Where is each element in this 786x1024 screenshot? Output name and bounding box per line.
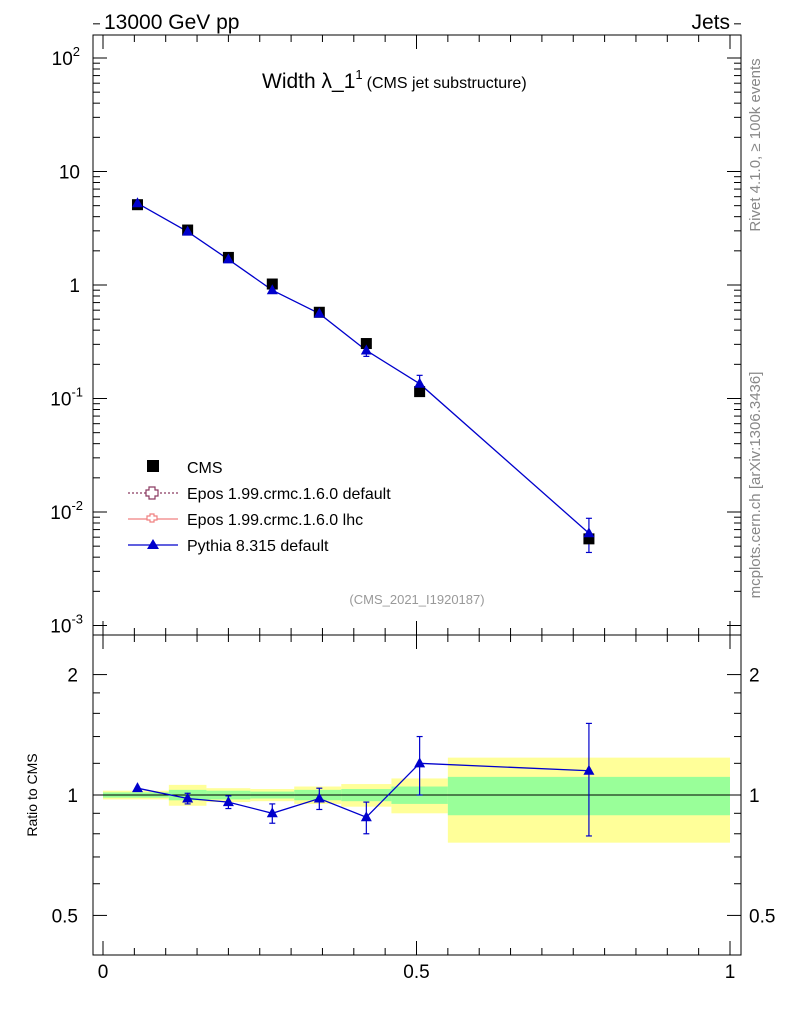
pythia-data-point: [313, 307, 325, 318]
ratio-pythia-point: [360, 811, 372, 822]
title-suffix: (CMS jet substructure): [367, 75, 527, 92]
ratio-y-tick-label-left: 2: [67, 666, 78, 687]
legend-epos-default-label: Epos 1.99.crmc.1.6.0 default: [187, 486, 391, 503]
ratio-y-tick-label-right: 2: [749, 666, 760, 687]
pythia-data-point: [266, 284, 278, 295]
legend-cms-label: CMS: [187, 460, 223, 477]
pythia-data-point: [182, 225, 194, 236]
pythia-data-point: [414, 377, 426, 388]
pythia-data-point: [360, 344, 372, 355]
ratio-bands: [103, 757, 730, 843]
main-series-layer: [131, 197, 595, 554]
legend-pythia-label: Pythia 8.315 default: [187, 538, 329, 555]
ratio-y-tick-label-right: 1: [749, 786, 760, 807]
main-y-tick-label: 10-1: [50, 385, 83, 411]
legend-cms-marker: [147, 460, 159, 472]
ratio-x-tick-label: 0.5: [403, 962, 429, 983]
pythia-line: [137, 202, 590, 534]
legend-epos-lhc-label: Epos 1.99.crmc.1.6.0 lhc: [187, 512, 363, 529]
ratio-y-label: Ratio to CMS: [24, 753, 40, 836]
ratio-pythia-point: [266, 807, 278, 818]
ratio-pythia-point: [313, 792, 325, 803]
ratio-pythia-line: [137, 762, 589, 818]
main-y-tick-label: 102: [52, 44, 80, 70]
ratio-pythia-point: [414, 757, 426, 768]
main-title: Width λ_11 (CMS jet substructure): [262, 67, 527, 93]
main-axis-ticks: [93, 23, 741, 635]
header-right-label: Jets: [691, 11, 730, 34]
analysis-watermark: (CMS_2021_I1920187): [349, 592, 484, 607]
ratio-panel: 0.5 0.5 1 1 2 2 0 0.5 1 Ratio to CMS: [24, 634, 775, 983]
header-left-label: 13000 GeV pp: [104, 11, 239, 34]
pythia-data-point: [131, 197, 143, 208]
main-y-tick-label: 10: [59, 163, 80, 184]
legend-pythia-marker: [147, 539, 159, 549]
ratio-x-tick-label: 0: [98, 962, 109, 983]
mcplots-side-label: mcplots.cern.ch [arXiv:1306.3436]: [747, 372, 764, 599]
cms-data-point: [583, 533, 595, 545]
ratio-pythia-point: [222, 796, 234, 807]
ratio-y-tick-label-left: 0.5: [52, 906, 78, 927]
ratio-y-tick-label-left: 1: [67, 786, 78, 807]
legend-epos-default-marker: [145, 486, 159, 500]
ratio-pythia-point: [131, 782, 143, 793]
legend-epos-lhc-marker: [146, 513, 158, 523]
title-main-text: Width λ_1: [262, 70, 355, 93]
pythia-data-point: [222, 253, 234, 264]
ratio-series-layer: [131, 722, 595, 837]
main-y-tick-label: 10-3: [50, 612, 83, 638]
cms-data-point: [360, 338, 372, 350]
main-y-tick-labels: 10-3 10-2 10-1 1 10 102: [50, 44, 83, 638]
ratio-pythia-point: [182, 792, 194, 803]
ratio-axis-ticks: 0.5 0.5 1 1 2 2 0 0.5 1: [52, 635, 775, 983]
ratio-pythia-point: [583, 764, 595, 775]
legend: CMS Epos 1.99.crmc.1.6.0 default Epos 1.…: [128, 460, 391, 555]
ratio-y-tick-label-right: 0.5: [749, 906, 775, 927]
title-superscript: 1: [355, 67, 362, 82]
ratio-x-tick-label: 1: [725, 962, 736, 983]
rivet-side-label: Rivet 4.1.0, ≥ 100k events: [747, 58, 764, 231]
main-y-tick-label: 10-2: [50, 498, 83, 524]
cms-data-point: [414, 386, 426, 398]
main-y-tick-label: 1: [69, 276, 80, 297]
cms-data-point: [266, 278, 278, 290]
pythia-data-point: [583, 527, 595, 538]
